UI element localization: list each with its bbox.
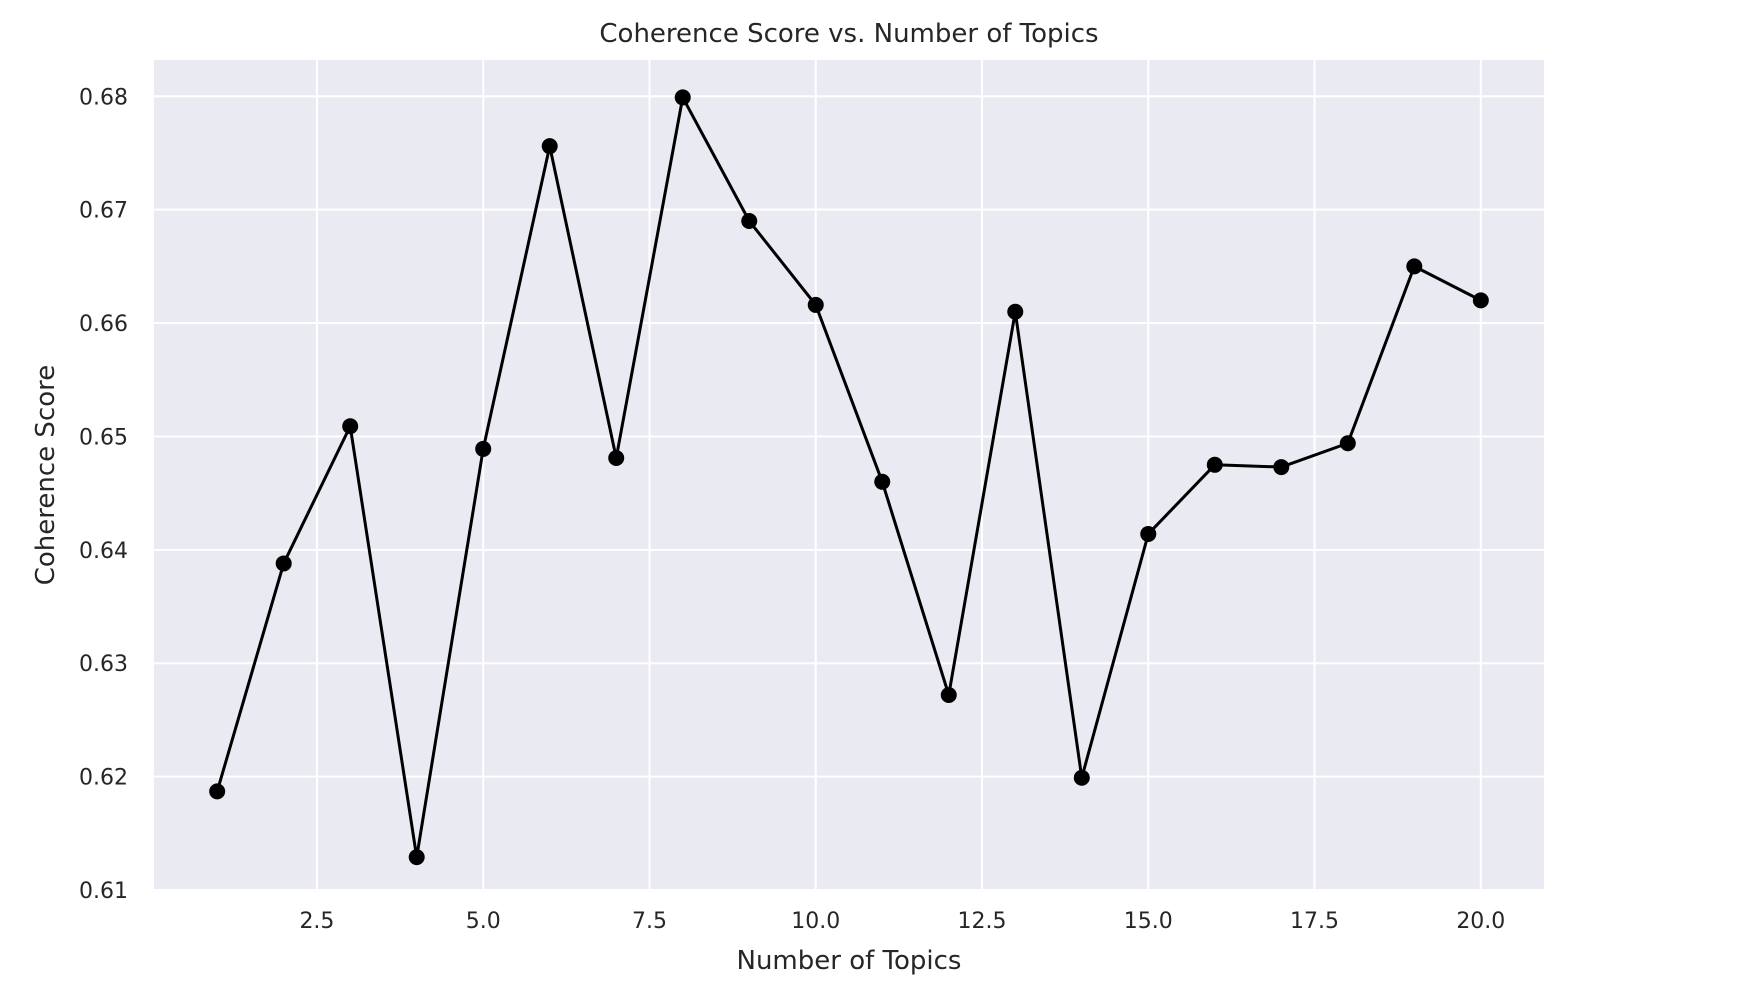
data-point [475, 440, 492, 457]
x-tick-labels: 2.5 5.0 7.5 10.0 12.5 15.0 17.5 20.0 [299, 909, 1505, 934]
x-tick-label: 12.5 [958, 909, 1007, 934]
data-point [1339, 435, 1356, 452]
data-point [1073, 769, 1090, 786]
series-coherence [215, 95, 1482, 859]
data-point [1206, 456, 1223, 473]
data-points [209, 89, 1489, 866]
data-point [1140, 525, 1157, 542]
y-tick-label: 0.63 [79, 652, 128, 677]
y-tick-labels: 0.61 0.62 0.63 0.64 0.65 0.66 0.67 0.68 [79, 85, 128, 904]
x-tick-label: 20.0 [1456, 909, 1505, 934]
x-tick-label: 15.0 [1124, 909, 1173, 934]
x-tick-label: 10.0 [791, 909, 840, 934]
x-tick-label: 2.5 [299, 909, 334, 934]
y-axis-label: Coherence Score [31, 365, 61, 586]
data-point [541, 138, 558, 155]
data-point [1472, 292, 1489, 309]
data-point [674, 89, 691, 106]
data-point [741, 213, 758, 230]
data-point [940, 686, 957, 703]
y-tick-label: 0.67 [79, 199, 128, 224]
y-tick-label: 0.61 [79, 879, 128, 904]
plot-area [154, 60, 1544, 890]
data-point [874, 473, 891, 490]
y-tick-label: 0.62 [79, 766, 128, 791]
data-point [275, 555, 292, 572]
data-point [807, 296, 824, 313]
data-point [608, 449, 625, 466]
data-point [209, 783, 226, 800]
data-point [342, 418, 359, 435]
y-tick-label: 0.64 [79, 539, 128, 564]
y-tick-label: 0.66 [79, 312, 128, 337]
data-point [1007, 303, 1024, 320]
y-tick-label: 0.65 [79, 425, 128, 450]
data-point [1273, 459, 1290, 476]
y-tick-label: 0.68 [79, 85, 128, 110]
series-line [215, 95, 1482, 859]
x-tick-label: 7.5 [632, 909, 667, 934]
x-tick-label: 17.5 [1290, 909, 1339, 934]
x-tick-label: 5.0 [466, 909, 501, 934]
data-point [1406, 258, 1423, 275]
chart-title: Coherence Score vs. Number of Topics [599, 19, 1098, 49]
data-point [408, 849, 425, 866]
x-axis-label: Number of Topics [737, 946, 962, 976]
